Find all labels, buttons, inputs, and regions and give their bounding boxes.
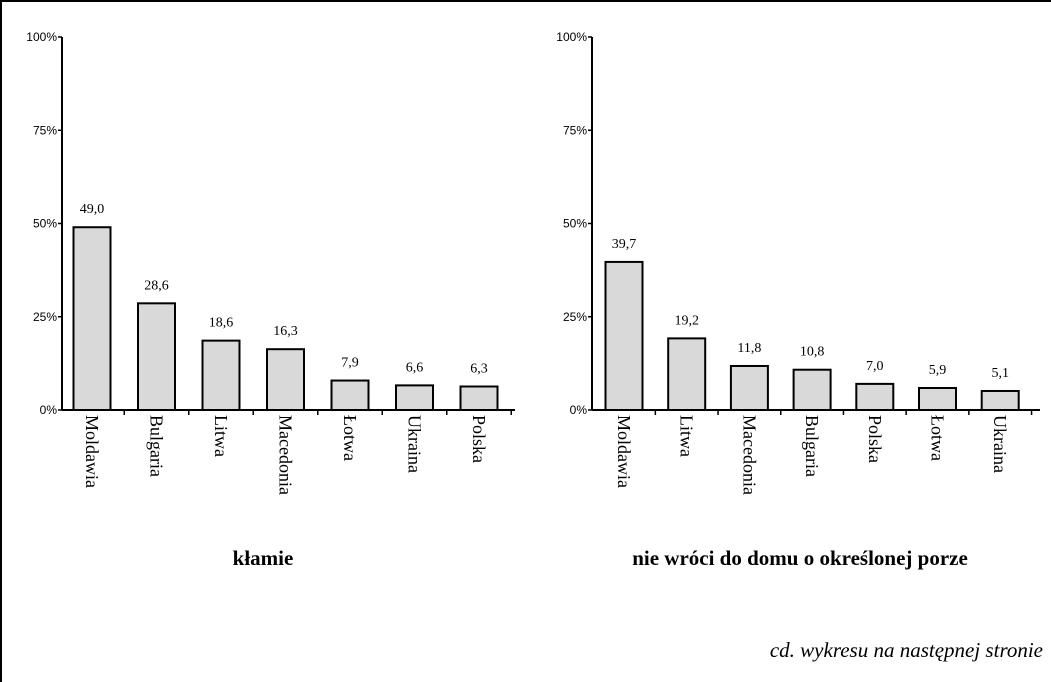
bar	[201, 339, 241, 412]
chart-title-left: kłamie	[232, 546, 294, 570]
category-label: Litwa	[677, 415, 697, 457]
y-tick-label: 50%	[33, 217, 57, 231]
category-label: Łotwa	[340, 415, 360, 461]
bar	[855, 382, 895, 412]
value-label: 28,6	[144, 278, 169, 293]
value-label: 6,6	[406, 360, 424, 375]
footnote: cd. wykresu na następnej stronie	[769, 638, 1043, 662]
value-label: 18,6	[209, 316, 234, 331]
value-label: 6,3	[470, 362, 488, 377]
category-label: Ukraina	[990, 415, 1010, 473]
category-label: Litwa	[211, 415, 231, 457]
value-label: 11,8	[737, 341, 761, 356]
bar	[72, 226, 112, 411]
value-label: 7,9	[341, 356, 359, 371]
category-label: Moldawia	[82, 415, 102, 488]
value-label: 19,2	[674, 313, 699, 328]
value-label: 49,0	[80, 202, 105, 217]
bar	[459, 385, 499, 412]
category-label: Bulgaria	[802, 415, 822, 477]
y-tick-label: 100%	[556, 30, 587, 44]
y-tick-label: 75%	[563, 123, 587, 137]
category-label: Bulgaria	[147, 415, 167, 477]
y-tick-label: 100%	[26, 30, 57, 44]
value-label: 39,7	[612, 237, 637, 252]
bar	[330, 379, 370, 411]
chart-title-right: nie wróci do domu o określonej porze	[632, 546, 968, 570]
bar	[604, 260, 644, 411]
y-tick-label: 0%	[40, 403, 58, 417]
bar	[792, 368, 832, 412]
y-tick-label: 75%	[33, 123, 57, 137]
y-tick-label: 25%	[563, 310, 587, 324]
category-label: Polska	[469, 415, 489, 463]
bar	[395, 384, 434, 411]
value-label: 7,0	[866, 359, 884, 374]
bar	[667, 337, 707, 411]
category-label: Macedonia	[739, 415, 759, 495]
category-label: Macedonia	[276, 415, 296, 495]
category-label: Polska	[865, 415, 885, 463]
bar	[266, 348, 305, 411]
y-tick-label: 0%	[570, 403, 588, 417]
value-label: 10,8	[800, 345, 825, 360]
value-label: 5,1	[991, 366, 1009, 381]
value-label: 5,9	[929, 363, 947, 378]
category-label: Moldawia	[614, 415, 634, 488]
y-tick-label: 50%	[563, 217, 587, 231]
category-label: Łotwa	[928, 415, 948, 461]
bar	[980, 389, 1020, 411]
value-label: 16,3	[273, 324, 298, 339]
bar	[918, 386, 957, 412]
y-tick-label: 25%	[33, 310, 57, 324]
category-label: Ukraina	[405, 415, 425, 473]
bar	[137, 302, 176, 411]
bar	[729, 364, 769, 411]
